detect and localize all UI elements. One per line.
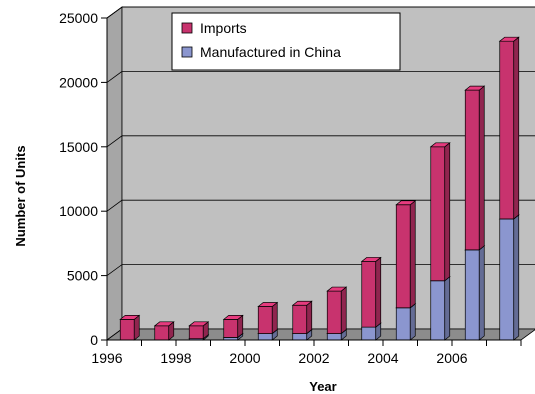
bar-imports-2001: [291, 300, 313, 335]
legend-box: [171, 12, 401, 71]
bar-manufactured-in-china-2005: [429, 276, 451, 341]
bar-manufactured-in-china-2004: [395, 303, 417, 341]
x-tick-label: 1998: [160, 350, 191, 366]
x-tick-label: 2004: [367, 350, 398, 366]
bar-imports-2007: [498, 36, 520, 220]
bar-imports-2006: [464, 85, 486, 251]
legend-swatch-manufactured-in-china: [181, 46, 193, 58]
gridline: [106, 199, 535, 212]
bar-imports-2002: [326, 286, 348, 335]
side-wall: [106, 6, 123, 341]
bar-manufactured-in-china-2006: [464, 245, 486, 341]
bar-imports-2003: [360, 256, 382, 328]
y-tick-label: 0: [90, 332, 98, 348]
axes: [101, 17, 522, 346]
x-axis-title: Year: [309, 379, 336, 394]
bar-imports-2000: [257, 301, 279, 335]
legend-swatch-imports: [181, 22, 193, 34]
y-axis-title: Number of Units: [13, 145, 28, 246]
x-tick-labels: 1996 1998 2000 2002 2004 2006: [91, 350, 467, 366]
bar-imports-1998: [188, 321, 210, 340]
bars: [119, 36, 520, 341]
legend-label-manufactured-in-china: Manufactured in China: [200, 44, 341, 60]
y-tick-label: 5000: [67, 268, 98, 284]
x-tick-label: 1996: [91, 350, 122, 366]
y-tick-labels: 0 5000 10000 15000 20000 25000: [59, 10, 98, 348]
legend: Imports Manufactured in China: [171, 12, 401, 71]
y-tick-label: 15000: [59, 139, 98, 155]
x-tick-label: 2002: [298, 350, 329, 366]
bar-imports-1997: [153, 321, 175, 341]
bar-imports-2005: [429, 142, 451, 282]
y-tick-label: 10000: [59, 203, 98, 219]
y-tick-label: 25000: [59, 10, 98, 26]
bar-imports-1999: [222, 314, 244, 339]
gridline: [106, 135, 535, 148]
gridline: [106, 71, 535, 83]
gridline: [106, 6, 535, 19]
legend-label-imports: Imports: [200, 20, 247, 36]
x-tick-label: 2006: [436, 350, 467, 366]
bar-manufactured-in-china-2007: [498, 214, 520, 341]
bar-imports-2004: [395, 200, 417, 309]
bar-imports-1996: [119, 314, 141, 341]
y-tick-label: 20000: [59, 74, 98, 90]
x-tick-label: 2000: [229, 350, 260, 366]
